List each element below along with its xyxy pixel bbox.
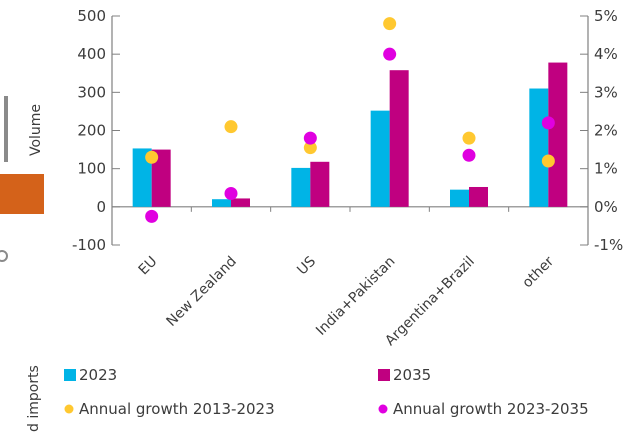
legend-label: Annual growth 2013-2023	[79, 400, 275, 418]
bar-2035	[310, 161, 330, 207]
point-annual-growth-2013-2023	[541, 154, 555, 168]
y2-tick-label: 1%	[594, 160, 618, 178]
legend-label: 2035	[393, 366, 431, 384]
bar-2023	[132, 148, 152, 207]
point-annual-growth-2013-2023	[383, 17, 397, 31]
point-annual-growth-2013-2023	[462, 131, 476, 145]
point-annual-growth-2023-2035	[303, 131, 317, 145]
point-annual-growth-2023-2035	[145, 209, 159, 223]
bar-2035	[389, 70, 409, 207]
x-category-label: India+Pakistan	[313, 254, 398, 339]
y2-tick-label: 2%	[594, 122, 618, 140]
bar-2035	[151, 149, 171, 207]
y-tick-label: 200	[77, 122, 106, 140]
legend-dot	[378, 404, 388, 414]
point-annual-growth-2023-2035	[541, 116, 555, 130]
bar-2023	[291, 167, 311, 207]
y2-tick-label: 5%	[594, 7, 618, 25]
x-category-label: New Zealand	[163, 254, 239, 330]
y2-tick-label: -1%	[594, 236, 623, 254]
y2-tick-label: 3%	[594, 83, 618, 101]
left-strip-label: d imports	[26, 365, 42, 432]
y-tick-label: 100	[77, 160, 106, 178]
bar-2023	[370, 110, 390, 207]
point-annual-growth-2013-2023	[224, 120, 238, 134]
point-annual-growth-2013-2023	[145, 150, 159, 164]
bar-2035	[469, 186, 488, 207]
left-strip-ring	[0, 250, 8, 262]
legend-swatch	[378, 369, 390, 381]
point-annual-growth-2023-2035	[383, 47, 397, 61]
y2-tick-label: 4%	[594, 45, 618, 63]
legend-label: 2023	[79, 366, 117, 384]
left-strip-box	[0, 174, 44, 214]
y-tick-label: 0	[96, 198, 106, 216]
bar-2023	[450, 189, 469, 207]
y2-tick-label: 0%	[594, 198, 618, 216]
bar-2023	[529, 88, 549, 207]
legend-label: Annual growth 2023-2035	[393, 400, 589, 418]
legend-dot	[64, 404, 74, 414]
bar-2035	[231, 198, 250, 207]
legend-swatch	[64, 369, 76, 381]
x-category-label: Argentina+Brazil	[382, 254, 478, 350]
point-annual-growth-2023-2035	[462, 148, 476, 162]
y-tick-label: 400	[77, 45, 106, 63]
y-tick-label: 300	[77, 83, 106, 101]
point-annual-growth-2013-2023	[303, 141, 317, 155]
y-tick-label: -100	[72, 236, 106, 254]
bar-2023	[212, 199, 231, 207]
y-tick-label: 500	[77, 7, 106, 25]
x-category-label: US	[294, 253, 319, 278]
y-axis-title: Volume	[28, 104, 44, 156]
bar-2035	[548, 62, 568, 207]
point-annual-growth-2023-2035	[224, 186, 238, 200]
x-category-label: other	[519, 253, 557, 291]
x-category-label: EU	[136, 254, 161, 279]
